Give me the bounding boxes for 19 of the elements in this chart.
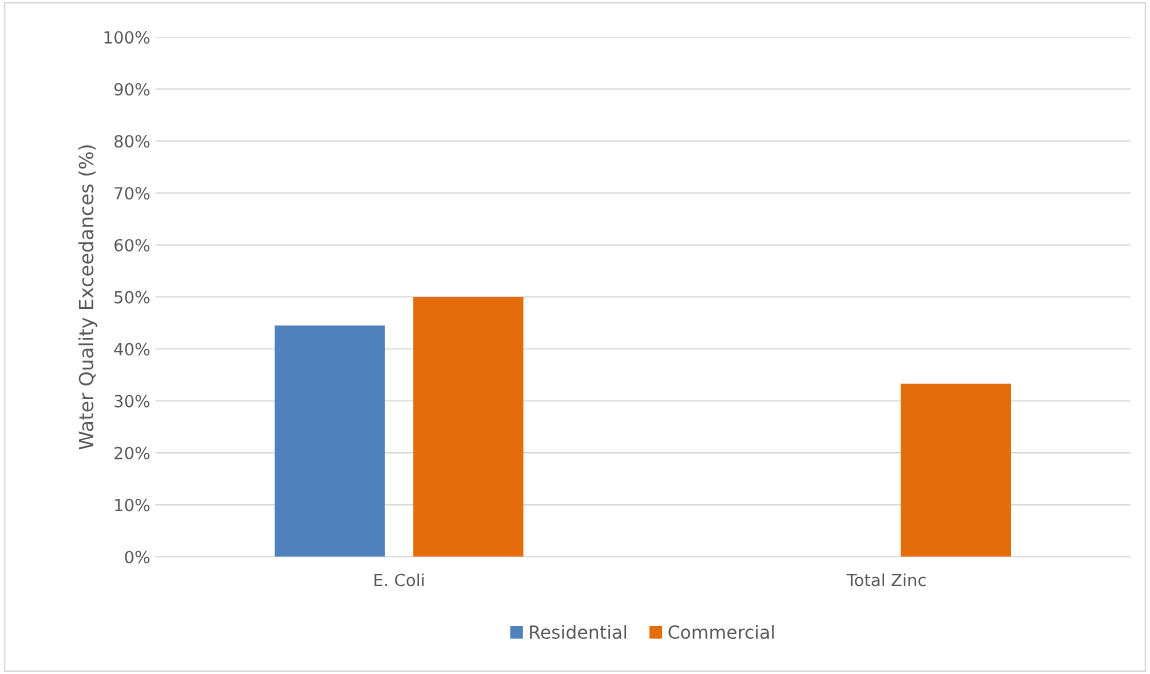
y-tick-label: 60% xyxy=(114,238,150,252)
legend-label: Residential xyxy=(530,624,627,639)
y-tick-label: 30% xyxy=(114,394,150,408)
y-tick-label: 50% xyxy=(114,290,150,304)
x-tick-label: Total Zinc xyxy=(846,573,926,587)
bar xyxy=(413,296,524,557)
y-axis-title: Water Quality Exceedances (%) xyxy=(78,145,98,450)
legend-label: Commercial xyxy=(668,624,774,639)
x-tick-label: E. Coli xyxy=(374,573,424,587)
bar xyxy=(900,383,1011,557)
y-tick-label: 40% xyxy=(114,342,150,356)
y-tick-label: 20% xyxy=(114,446,150,460)
y-tick-label: 80% xyxy=(114,134,150,148)
y-tick-label: 100% xyxy=(104,31,150,44)
bar xyxy=(274,325,385,557)
y-tick-label: 10% xyxy=(115,498,150,512)
y-tick-label: 0% xyxy=(125,550,150,564)
y-tick-label: 90% xyxy=(114,83,150,96)
y-tick-label: 70% xyxy=(114,186,150,200)
